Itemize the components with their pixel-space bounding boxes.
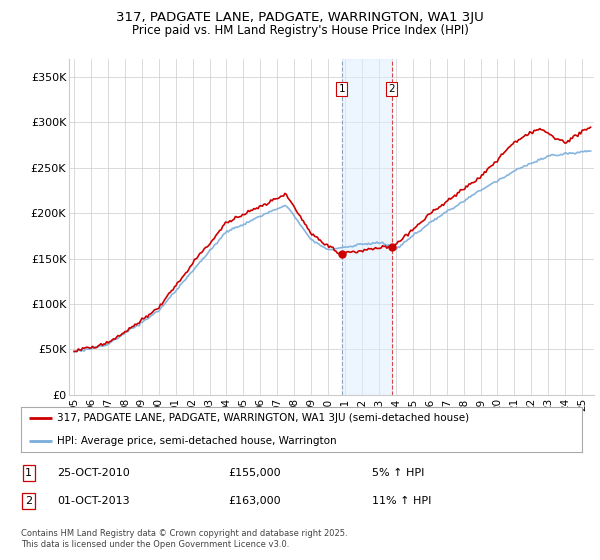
Text: £155,000: £155,000 bbox=[228, 468, 281, 478]
Text: 317, PADGATE LANE, PADGATE, WARRINGTON, WA1 3JU: 317, PADGATE LANE, PADGATE, WARRINGTON, … bbox=[116, 11, 484, 24]
Text: 317, PADGATE LANE, PADGATE, WARRINGTON, WA1 3JU (semi-detached house): 317, PADGATE LANE, PADGATE, WARRINGTON, … bbox=[58, 413, 470, 423]
Text: 25-OCT-2010: 25-OCT-2010 bbox=[57, 468, 130, 478]
Text: 01-OCT-2013: 01-OCT-2013 bbox=[57, 496, 130, 506]
Text: £163,000: £163,000 bbox=[228, 496, 281, 506]
Text: 1: 1 bbox=[25, 468, 32, 478]
Text: Contains HM Land Registry data © Crown copyright and database right 2025.
This d: Contains HM Land Registry data © Crown c… bbox=[21, 529, 347, 549]
Text: Price paid vs. HM Land Registry's House Price Index (HPI): Price paid vs. HM Land Registry's House … bbox=[131, 24, 469, 36]
Text: HPI: Average price, semi-detached house, Warrington: HPI: Average price, semi-detached house,… bbox=[58, 436, 337, 446]
Text: 1: 1 bbox=[338, 84, 345, 94]
Text: 2: 2 bbox=[388, 84, 395, 94]
Bar bbox=[342, 59, 392, 395]
Text: 11% ↑ HPI: 11% ↑ HPI bbox=[372, 496, 431, 506]
Text: 2: 2 bbox=[25, 496, 32, 506]
Text: 5% ↑ HPI: 5% ↑ HPI bbox=[372, 468, 424, 478]
